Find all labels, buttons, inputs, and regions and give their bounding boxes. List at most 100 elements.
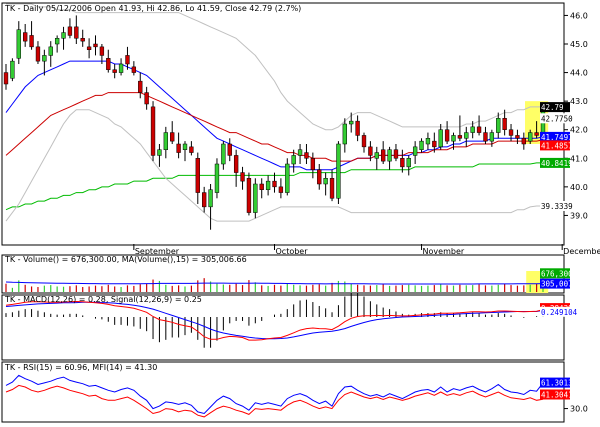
rsi-panel: 30.0 61.3013 41.3041 — [5, 374, 588, 418]
candle-body — [265, 180, 271, 190]
rsi-value-tag-bg — [540, 389, 570, 400]
candle-body — [470, 126, 475, 133]
rsi-panel-title: TK - RSI(15) = 60.96, MFI(14) = 41.30 — [4, 363, 157, 372]
candle-body — [297, 149, 303, 156]
candle-body — [361, 135, 367, 148]
candle-body — [86, 46, 92, 50]
rsi-line — [5, 374, 544, 415]
candle-body — [323, 178, 328, 185]
candle-body — [150, 106, 156, 156]
candle-body — [138, 80, 143, 93]
candle-body — [208, 189, 213, 208]
month-label: September — [135, 247, 180, 256]
candle-body — [528, 132, 533, 142]
candle-body — [381, 149, 386, 162]
candle-body — [106, 58, 111, 70]
candle-body — [221, 143, 226, 165]
volume-panel: 676,300 305,007 — [5, 268, 573, 293]
candle-body — [131, 66, 137, 73]
candle-body — [489, 132, 495, 142]
volume-panel-title: TK - Volume() = 676,300.00, MA(Volume(),… — [4, 255, 247, 264]
candle-body — [534, 132, 539, 136]
price-ytick-label: 44.0 — [570, 69, 588, 78]
candle-body — [502, 118, 507, 130]
price-panel-title: TK - Daily 05/12/2006 Open 41.93, Hi 42.… — [4, 4, 301, 13]
candle-body — [246, 178, 252, 213]
candle-body — [233, 155, 239, 173]
candle-body — [406, 158, 411, 168]
candle-body — [80, 38, 85, 42]
candle-body — [496, 118, 501, 133]
price-ytick-label: 46.0 — [570, 11, 588, 20]
price-ytick-label: 39.0 — [570, 211, 588, 220]
candle-body — [438, 129, 443, 148]
candle-body — [387, 149, 392, 162]
candle-body — [285, 163, 290, 193]
candle-body — [189, 146, 194, 153]
candle-body — [304, 152, 309, 159]
volume-value-tag-bg — [540, 278, 570, 289]
macd-panel-title: TK - MACD(12,26) = 0.28, Signal(12,26,9)… — [4, 295, 202, 304]
volume-ma-line — [5, 281, 544, 285]
candle-body — [67, 26, 73, 36]
volume-value-tag-bg — [540, 268, 570, 279]
price-ytick-label: 41.0 — [570, 154, 588, 163]
price-panel: 39.0 40.0 41.0 42.0 43.0 44.0 45.0 46.0 Septembe… — [3, 3, 600, 256]
candle-body — [349, 120, 354, 125]
price-value-tag: 39.3339 — [541, 202, 573, 211]
candle-body — [118, 63, 124, 73]
candle-body — [425, 138, 431, 145]
price-panel-frame — [1, 2, 565, 246]
candle-body — [400, 158, 405, 168]
candle-body — [202, 192, 207, 208]
candle-body — [515, 135, 520, 139]
candle-body — [444, 129, 450, 142]
price-value-tag: 42.7750 — [541, 114, 573, 123]
overlay-bb_lower — [5, 109, 543, 222]
candle-body — [253, 183, 258, 213]
candle-body — [10, 60, 15, 79]
candle-body — [240, 172, 245, 182]
candle-body — [291, 155, 296, 165]
candle-body — [355, 120, 360, 136]
month-label: November — [423, 247, 465, 256]
price-value-tag-bg — [540, 157, 570, 168]
candle-body — [419, 140, 424, 150]
candle-body — [342, 123, 347, 145]
candle-body — [48, 46, 53, 56]
candle-body — [272, 180, 277, 188]
candle-body — [163, 132, 168, 150]
candle-body — [393, 149, 399, 159]
price-value-tag-bg — [540, 131, 570, 142]
price-ytick-label: 45.0 — [570, 40, 588, 49]
volume-value-tag: 676,300 — [541, 269, 573, 278]
price-value-tag: 40.8419 — [541, 159, 573, 168]
candle-body — [451, 135, 456, 142]
candle-body — [182, 143, 188, 150]
overlay-bb_upper — [6, 3, 543, 131]
candle-body — [259, 183, 264, 190]
candle-body — [227, 143, 232, 156]
candle-body — [157, 149, 162, 156]
candle-body — [144, 92, 149, 105]
candle-body — [93, 43, 98, 48]
candle-body — [23, 32, 28, 42]
candle-body — [214, 163, 220, 193]
candle-body — [464, 132, 469, 139]
rsi-value-tag: 61.3013 — [541, 379, 573, 388]
month-label: December — [563, 247, 600, 256]
candle-body — [3, 72, 9, 85]
candle-body — [329, 178, 335, 199]
macd-panel-frame — [1, 294, 565, 361]
candle-body — [176, 143, 181, 153]
candle-body — [61, 32, 66, 39]
macd-line — [5, 300, 544, 341]
candle-body — [412, 146, 418, 156]
candle-body — [99, 46, 105, 56]
price-value-tag-bg — [540, 102, 570, 113]
candle-body — [195, 158, 200, 193]
price-value-tag-bg — [540, 140, 570, 151]
candle-body — [112, 69, 117, 73]
